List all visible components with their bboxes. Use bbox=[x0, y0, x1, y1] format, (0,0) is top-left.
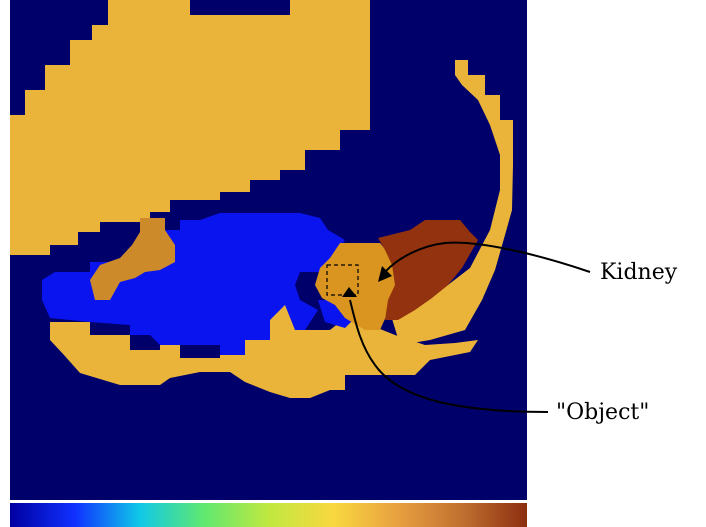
object-arrowhead bbox=[342, 287, 357, 297]
colorbar bbox=[10, 503, 527, 527]
kidney-arrowhead bbox=[378, 266, 392, 282]
blue-region bbox=[42, 213, 345, 355]
brown-region-left bbox=[90, 218, 175, 300]
object-pointer-line bbox=[349, 299, 549, 413]
liver-region bbox=[10, 0, 370, 255]
kidney-label: Kidney bbox=[600, 260, 678, 285]
kidney-region bbox=[378, 220, 478, 320]
kidney-pointer-line bbox=[384, 241, 591, 273]
crescent-region bbox=[390, 60, 513, 345]
lower-tissue-region bbox=[50, 300, 478, 398]
object-box bbox=[326, 264, 359, 296]
object-label: "Object" bbox=[556, 400, 649, 425]
